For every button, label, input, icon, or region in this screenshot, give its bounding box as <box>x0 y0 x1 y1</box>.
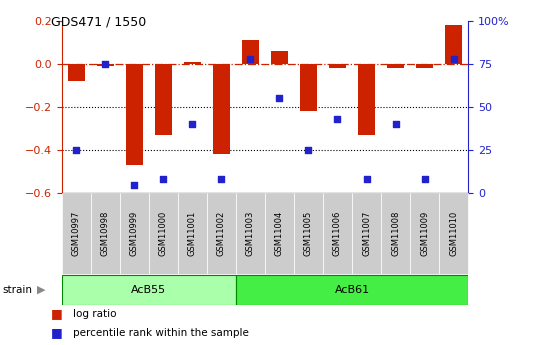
Bar <box>358 64 375 135</box>
Bar <box>242 40 259 64</box>
Text: ■: ■ <box>51 307 63 321</box>
Point <box>72 147 81 153</box>
Bar <box>300 64 317 111</box>
Bar <box>271 51 288 64</box>
Point <box>420 177 429 182</box>
Point <box>159 177 168 182</box>
Text: ▶: ▶ <box>37 285 45 295</box>
Text: GSM11009: GSM11009 <box>420 211 429 256</box>
Bar <box>126 64 143 165</box>
Point <box>188 121 197 127</box>
FancyBboxPatch shape <box>62 275 236 305</box>
FancyBboxPatch shape <box>410 193 439 274</box>
FancyBboxPatch shape <box>439 193 468 274</box>
Bar <box>213 64 230 155</box>
FancyBboxPatch shape <box>352 193 381 274</box>
Bar <box>183 62 201 64</box>
Point <box>217 177 226 182</box>
FancyBboxPatch shape <box>62 193 91 274</box>
Point <box>101 61 110 67</box>
Bar <box>387 64 404 68</box>
Point <box>362 177 371 182</box>
Point <box>304 147 313 153</box>
Text: GSM10997: GSM10997 <box>72 211 81 256</box>
Text: AcB61: AcB61 <box>335 285 370 295</box>
Bar <box>416 64 433 68</box>
FancyBboxPatch shape <box>120 193 149 274</box>
Point <box>246 56 255 61</box>
Point <box>391 121 400 127</box>
Point <box>333 116 342 122</box>
Point <box>130 182 139 187</box>
FancyBboxPatch shape <box>236 193 265 274</box>
Text: GSM11001: GSM11001 <box>188 211 197 256</box>
Text: GSM11002: GSM11002 <box>217 211 226 256</box>
FancyBboxPatch shape <box>323 193 352 274</box>
Text: GSM11010: GSM11010 <box>449 211 458 256</box>
Text: GSM11003: GSM11003 <box>246 211 255 256</box>
Bar <box>445 25 462 64</box>
Point <box>449 56 458 61</box>
Bar <box>68 64 85 81</box>
Text: GSM11004: GSM11004 <box>275 211 284 256</box>
FancyBboxPatch shape <box>236 275 468 305</box>
FancyBboxPatch shape <box>381 193 410 274</box>
Bar <box>329 64 346 68</box>
Text: GSM11008: GSM11008 <box>391 211 400 256</box>
Text: log ratio: log ratio <box>73 309 116 319</box>
Bar <box>155 64 172 135</box>
Text: GSM10999: GSM10999 <box>130 211 139 256</box>
Text: percentile rank within the sample: percentile rank within the sample <box>73 328 249 338</box>
Text: GSM10998: GSM10998 <box>101 211 110 256</box>
Text: GSM11005: GSM11005 <box>304 211 313 256</box>
Bar <box>97 64 114 66</box>
Text: GDS471 / 1550: GDS471 / 1550 <box>51 16 146 29</box>
Text: strain: strain <box>3 285 33 295</box>
Text: GSM11006: GSM11006 <box>333 211 342 256</box>
FancyBboxPatch shape <box>265 193 294 274</box>
FancyBboxPatch shape <box>91 193 120 274</box>
Text: ■: ■ <box>51 326 63 339</box>
Point <box>275 96 284 101</box>
Text: AcB55: AcB55 <box>131 285 166 295</box>
FancyBboxPatch shape <box>207 193 236 274</box>
Text: GSM11007: GSM11007 <box>362 211 371 256</box>
FancyBboxPatch shape <box>149 193 178 274</box>
FancyBboxPatch shape <box>294 193 323 274</box>
FancyBboxPatch shape <box>178 193 207 274</box>
Text: GSM11000: GSM11000 <box>159 211 168 256</box>
